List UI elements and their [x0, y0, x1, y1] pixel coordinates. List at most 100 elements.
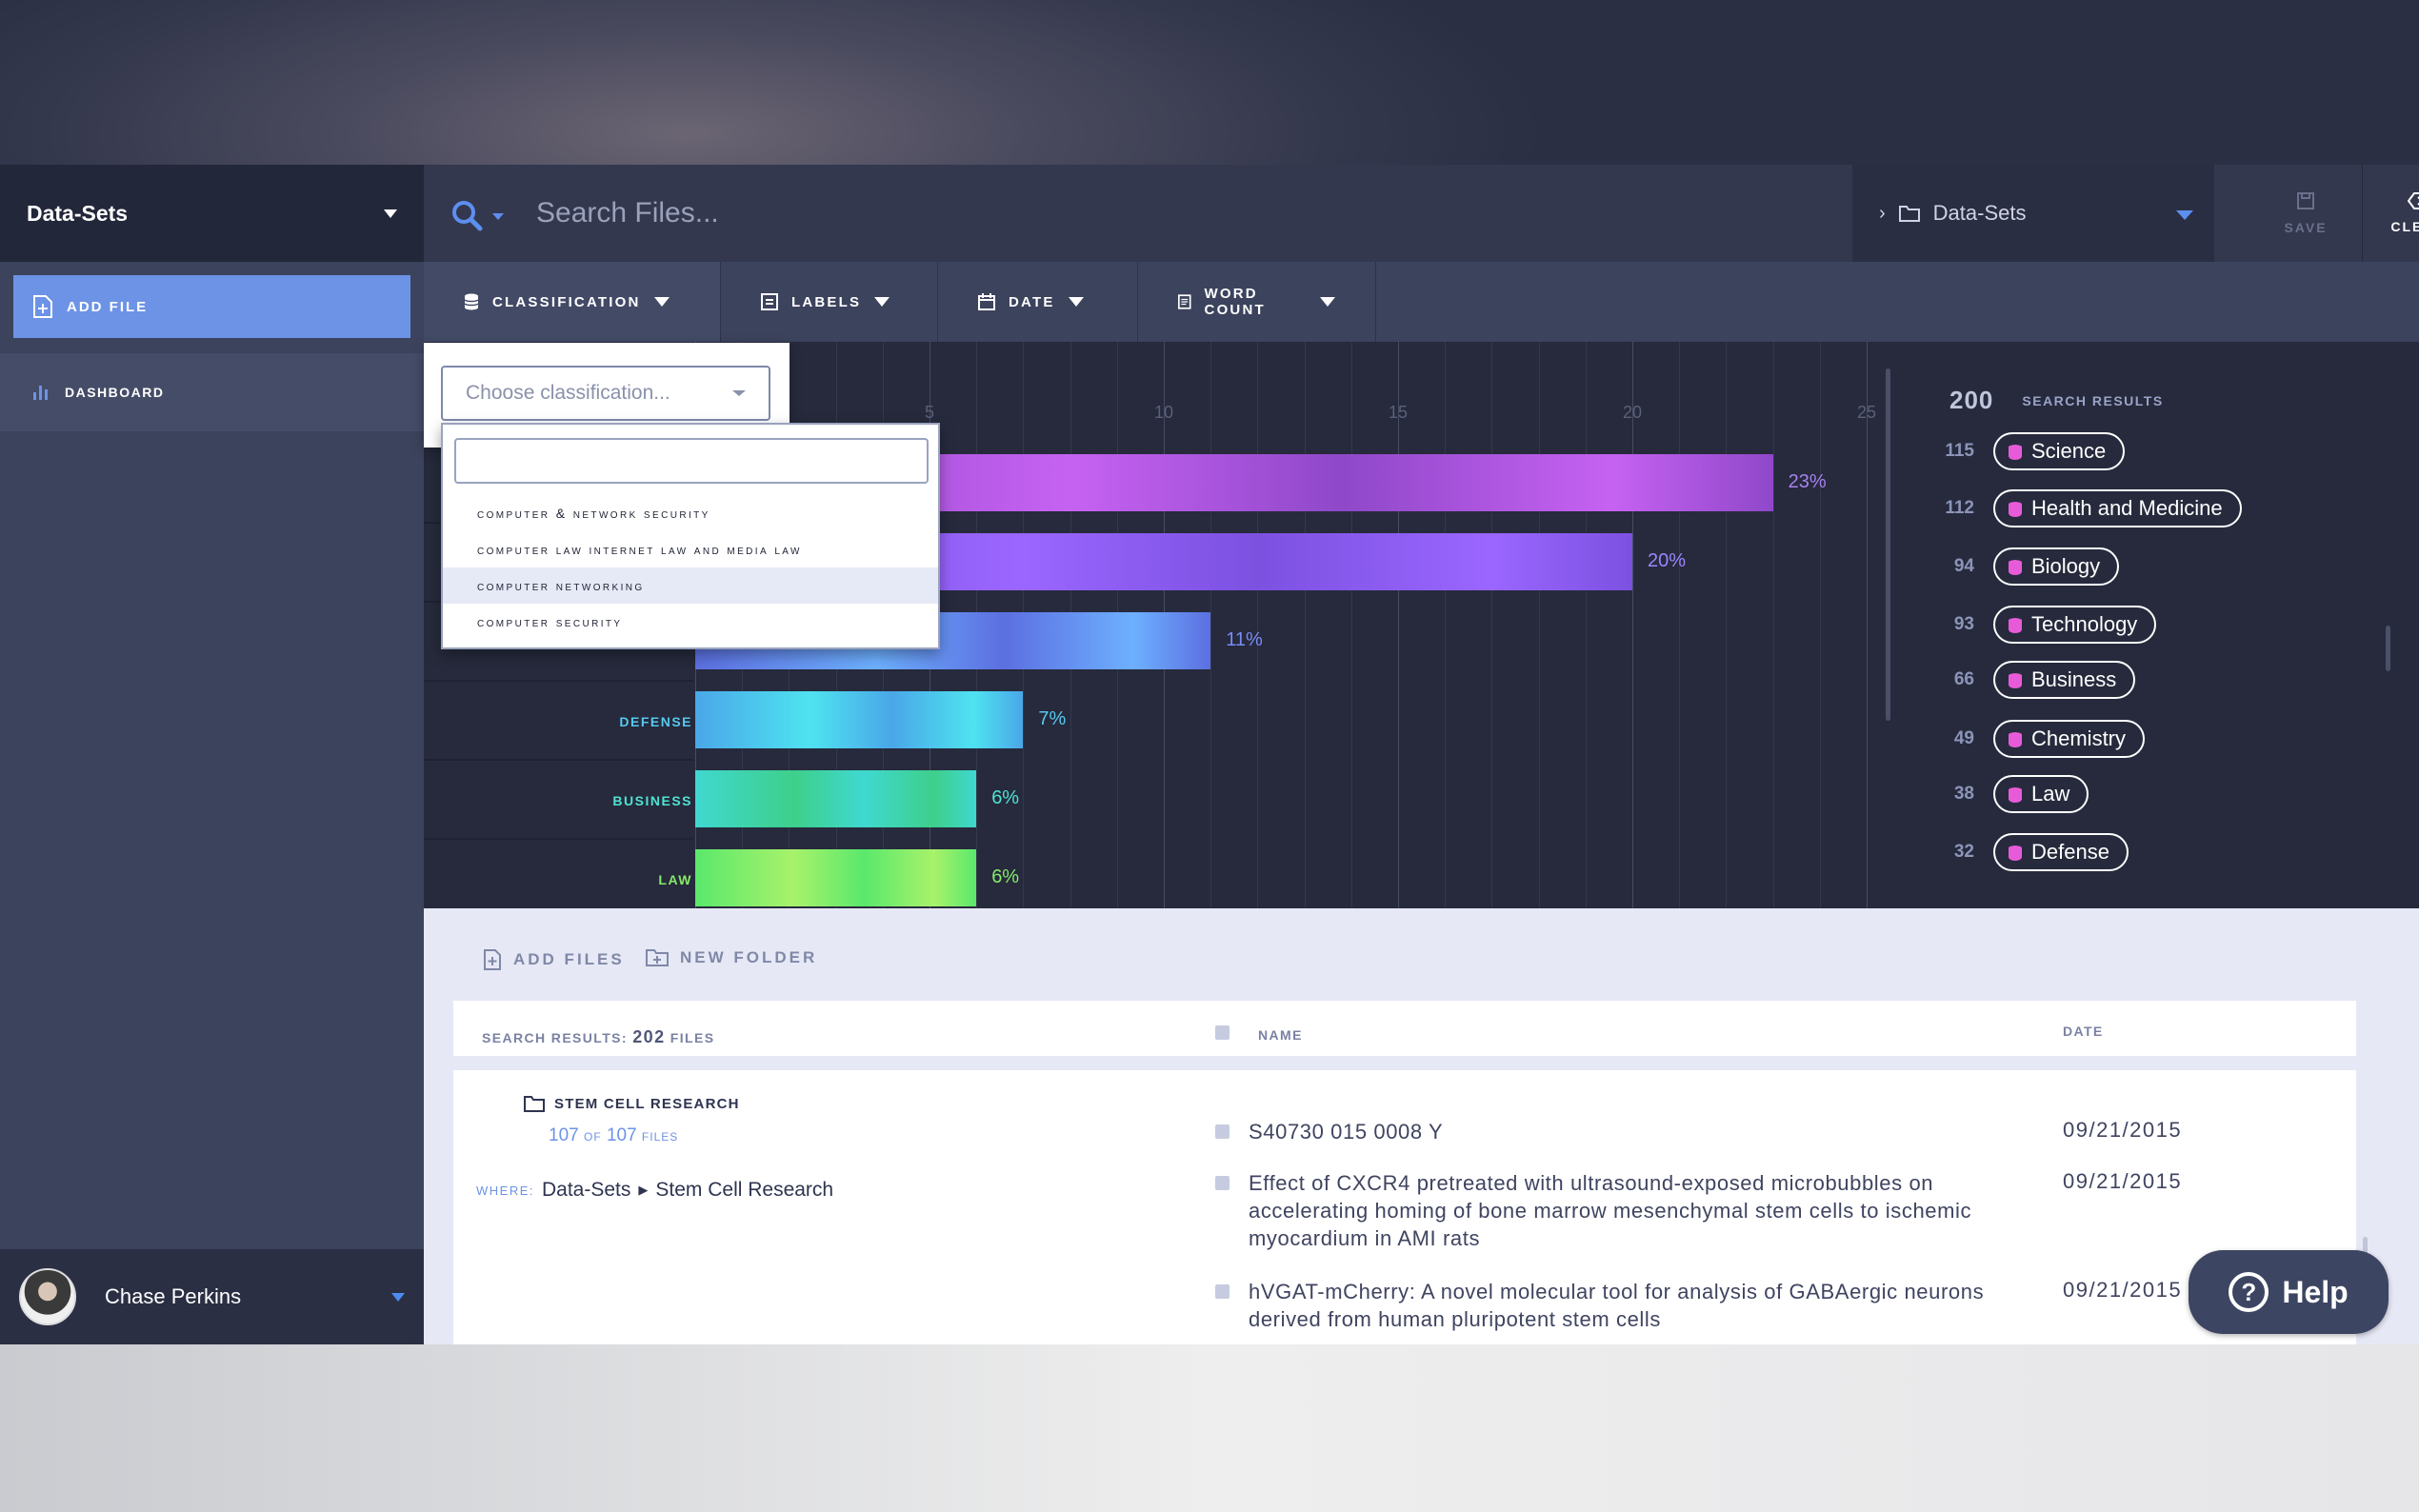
chevron-right-icon: › [1879, 202, 1886, 224]
chevron-down-icon [2176, 210, 2193, 220]
result-tag[interactable]: Business [1993, 661, 2136, 699]
results-scrollbar[interactable] [2386, 626, 2390, 671]
database-icon [2009, 443, 2022, 460]
search-icon[interactable] [450, 199, 483, 231]
new-folder-button[interactable]: NEW FOLDER [646, 948, 817, 967]
result-tag[interactable]: Law [1993, 775, 2089, 813]
result-count: 115 [1945, 441, 1974, 461]
result-count: 112 [1945, 498, 1974, 518]
filter-labels[interactable]: LABELS [721, 262, 938, 342]
folder-file-count: 107 OF 107 FILES [549, 1125, 678, 1146]
classification-search-input[interactable] [454, 438, 929, 484]
file-plus-icon [484, 949, 501, 970]
classification-option-active[interactable]: computer networking [443, 567, 938, 604]
file-name[interactable]: Effect of CXCR4 pretreated with ultrasou… [1249, 1171, 1972, 1250]
grid-line [1210, 342, 1212, 908]
file-name[interactable]: S40730 015 0008 Y [1249, 1120, 1444, 1144]
category-label: DEFENSE [619, 714, 692, 729]
background-bottom [0, 1344, 2419, 1512]
where-path-folder[interactable]: Stem Cell Research [655, 1179, 834, 1201]
result-row[interactable]: 66 Business [1890, 660, 2136, 700]
file-checkbox[interactable] [1215, 1176, 1229, 1190]
user-menu[interactable]: Chase Perkins [0, 1249, 424, 1344]
result-tag[interactable]: Technology [1993, 606, 2157, 644]
folder-plus-icon [646, 949, 669, 966]
search-options-caret-icon[interactable] [492, 213, 504, 220]
chevron-down-icon [732, 390, 746, 396]
where-label: WHERE: [476, 1183, 534, 1198]
search-results-summary-count: 202 [632, 1027, 666, 1046]
row-divider [424, 838, 693, 840]
file-checkbox[interactable] [1215, 1124, 1229, 1139]
folder-count-total: 107 [606, 1125, 637, 1145]
grid-line [1867, 342, 1868, 908]
result-row[interactable]: 32 Defense [1890, 832, 2129, 872]
file-checkbox[interactable] [1215, 1284, 1229, 1299]
result-count: 49 [1953, 728, 1974, 748]
result-tag[interactable]: Health and Medicine [1993, 489, 2242, 527]
result-tag[interactable]: Science [1993, 432, 2126, 470]
breadcrumb[interactable]: › Data-Sets [1852, 165, 2214, 262]
clear-button[interactable]: CLEAR [2362, 165, 2419, 262]
grid-line [1538, 342, 1540, 908]
bar-4[interactable] [695, 691, 1024, 748]
folder-item[interactable]: STEM CELL RESEARCH [524, 1095, 740, 1112]
label-icon [761, 293, 778, 310]
folder-name: STEM CELL RESEARCH [554, 1095, 740, 1112]
chart-scrollbar[interactable] [1886, 368, 1890, 721]
classification-option[interactable]: computer law internet law and media law [477, 542, 802, 557]
classification-option[interactable]: computer & network security [477, 506, 710, 521]
column-date[interactable]: DATE [2063, 1024, 2104, 1039]
app-window: Data-Sets ADD FILE DASHBOARD Chase Perki… [0, 165, 2419, 1344]
bar-chart-icon [33, 386, 48, 400]
file-name[interactable]: hVGAT-mCherry: A novel molecular tool fo… [1249, 1280, 1985, 1331]
dataset-select[interactable]: Data-Sets [0, 165, 424, 262]
result-row[interactable]: 94 Biology [1890, 547, 2120, 587]
column-name[interactable]: NAME [1258, 1027, 1303, 1043]
bar-6[interactable] [695, 849, 977, 906]
add-files-button[interactable]: ADD FILES [483, 948, 625, 971]
search-input[interactable] [536, 188, 1489, 239]
help-label: Help [2282, 1274, 2349, 1309]
result-tag-label: Health and Medicine [2031, 496, 2223, 520]
filter-date[interactable]: DATE [938, 262, 1138, 342]
folder-count-of: OF [583, 1130, 602, 1144]
result-tag[interactable]: Chemistry [1993, 720, 2146, 758]
save-button[interactable]: SAVE [2249, 165, 2362, 262]
result-row[interactable]: 112 Health and Medicine [1890, 488, 2242, 528]
classification-select[interactable]: Choose classification... [441, 366, 770, 421]
filter-word-count[interactable]: WORD COUNT [1138, 262, 1376, 342]
bar-5[interactable] [695, 770, 977, 827]
document-icon [1178, 294, 1191, 309]
result-row[interactable]: 38 Law [1890, 774, 2089, 814]
dashboard-label: DASHBOARD [65, 385, 165, 400]
database-icon [2009, 730, 2022, 747]
select-all-checkbox[interactable] [1215, 1025, 1229, 1040]
add-file-button[interactable]: ADD FILE [13, 275, 410, 338]
calendar-icon [978, 293, 995, 310]
row-divider [424, 680, 693, 682]
result-row[interactable]: 93 Technology [1890, 605, 2157, 645]
grid-line [1350, 342, 1352, 908]
result-tag-label: Business [2031, 667, 2117, 691]
sidebar: Data-Sets ADD FILE DASHBOARD Chase Perki… [0, 165, 424, 1344]
result-count: 66 [1953, 669, 1974, 689]
dataset-select-label: Data-Sets [27, 200, 129, 226]
results-header: 200 SEARCH RESULTS [1949, 386, 2164, 415]
result-row[interactable]: 49 Chemistry [1890, 719, 2146, 759]
result-tag[interactable]: Biology [1993, 547, 2120, 586]
database-icon [464, 293, 479, 310]
grid-line [1772, 342, 1774, 908]
sidebar-item-dashboard[interactable]: DASHBOARD [0, 353, 424, 431]
classification-option[interactable]: computer security [477, 614, 623, 629]
chevron-down-icon [653, 297, 670, 307]
filter-classification[interactable]: CLASSIFICATION [424, 262, 721, 342]
result-row[interactable]: 115 Science [1890, 431, 2126, 471]
result-tag[interactable]: Defense [1993, 833, 2129, 871]
help-button[interactable]: ? Help [2189, 1250, 2389, 1334]
filter-date-label: DATE [1009, 293, 1055, 310]
grid-line [1632, 342, 1633, 908]
where-path-root[interactable]: Data-Sets [542, 1179, 631, 1201]
search-results-panel: 200 SEARCH RESULTS 115 Science 112 Health a… [1890, 342, 2419, 908]
database-icon [2009, 616, 2022, 633]
